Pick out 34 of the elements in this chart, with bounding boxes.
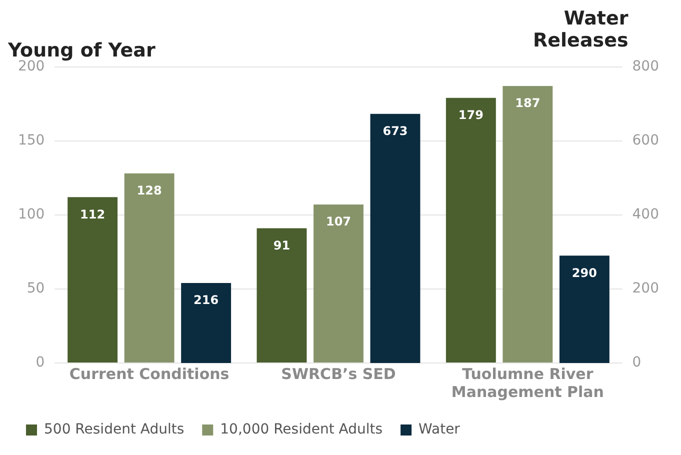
bar [370, 114, 420, 363]
y-tick-label: 100 [18, 206, 45, 223]
y2-tick-label: 0 [632, 354, 642, 371]
bar [256, 228, 307, 362]
bar [446, 98, 496, 362]
x-tick-label: Tuolumne River Management Plan [451, 364, 604, 401]
legend-label: 500 Resident Adults [44, 422, 184, 438]
data-label: 107 [326, 214, 352, 229]
bar [181, 283, 232, 363]
y2-axis-title: Water Releases [533, 7, 629, 52]
y2-tick-label: 600 [632, 132, 660, 148]
data-label: 91 [273, 238, 290, 252]
y2-tick-label: 200 [632, 280, 660, 297]
bar [314, 204, 364, 362]
y2-tick-label: 800 [632, 58, 660, 74]
data-label: 179 [458, 108, 484, 122]
bar [124, 173, 174, 362]
data-label: 187 [515, 96, 540, 110]
y-tick-label: 50 [26, 280, 45, 297]
bar [559, 256, 610, 363]
x-tick-label: Current Conditions [69, 364, 230, 383]
y-tick-label: 150 [18, 132, 45, 148]
data-label: 673 [382, 124, 408, 138]
legend-label: 10,000 Resident Adults [220, 422, 383, 438]
data-label: 112 [80, 207, 106, 222]
y-tick-label: 0 [36, 354, 45, 371]
y2-tick-label: 400 [632, 206, 660, 223]
data-label: 290 [572, 266, 597, 280]
bar [502, 86, 553, 362]
x-tick-label: SWRCB’s SED [281, 364, 396, 383]
bar [68, 197, 118, 362]
data-label: 216 [194, 293, 219, 308]
legend-label: Water [418, 422, 460, 438]
data-label: 128 [136, 184, 162, 198]
